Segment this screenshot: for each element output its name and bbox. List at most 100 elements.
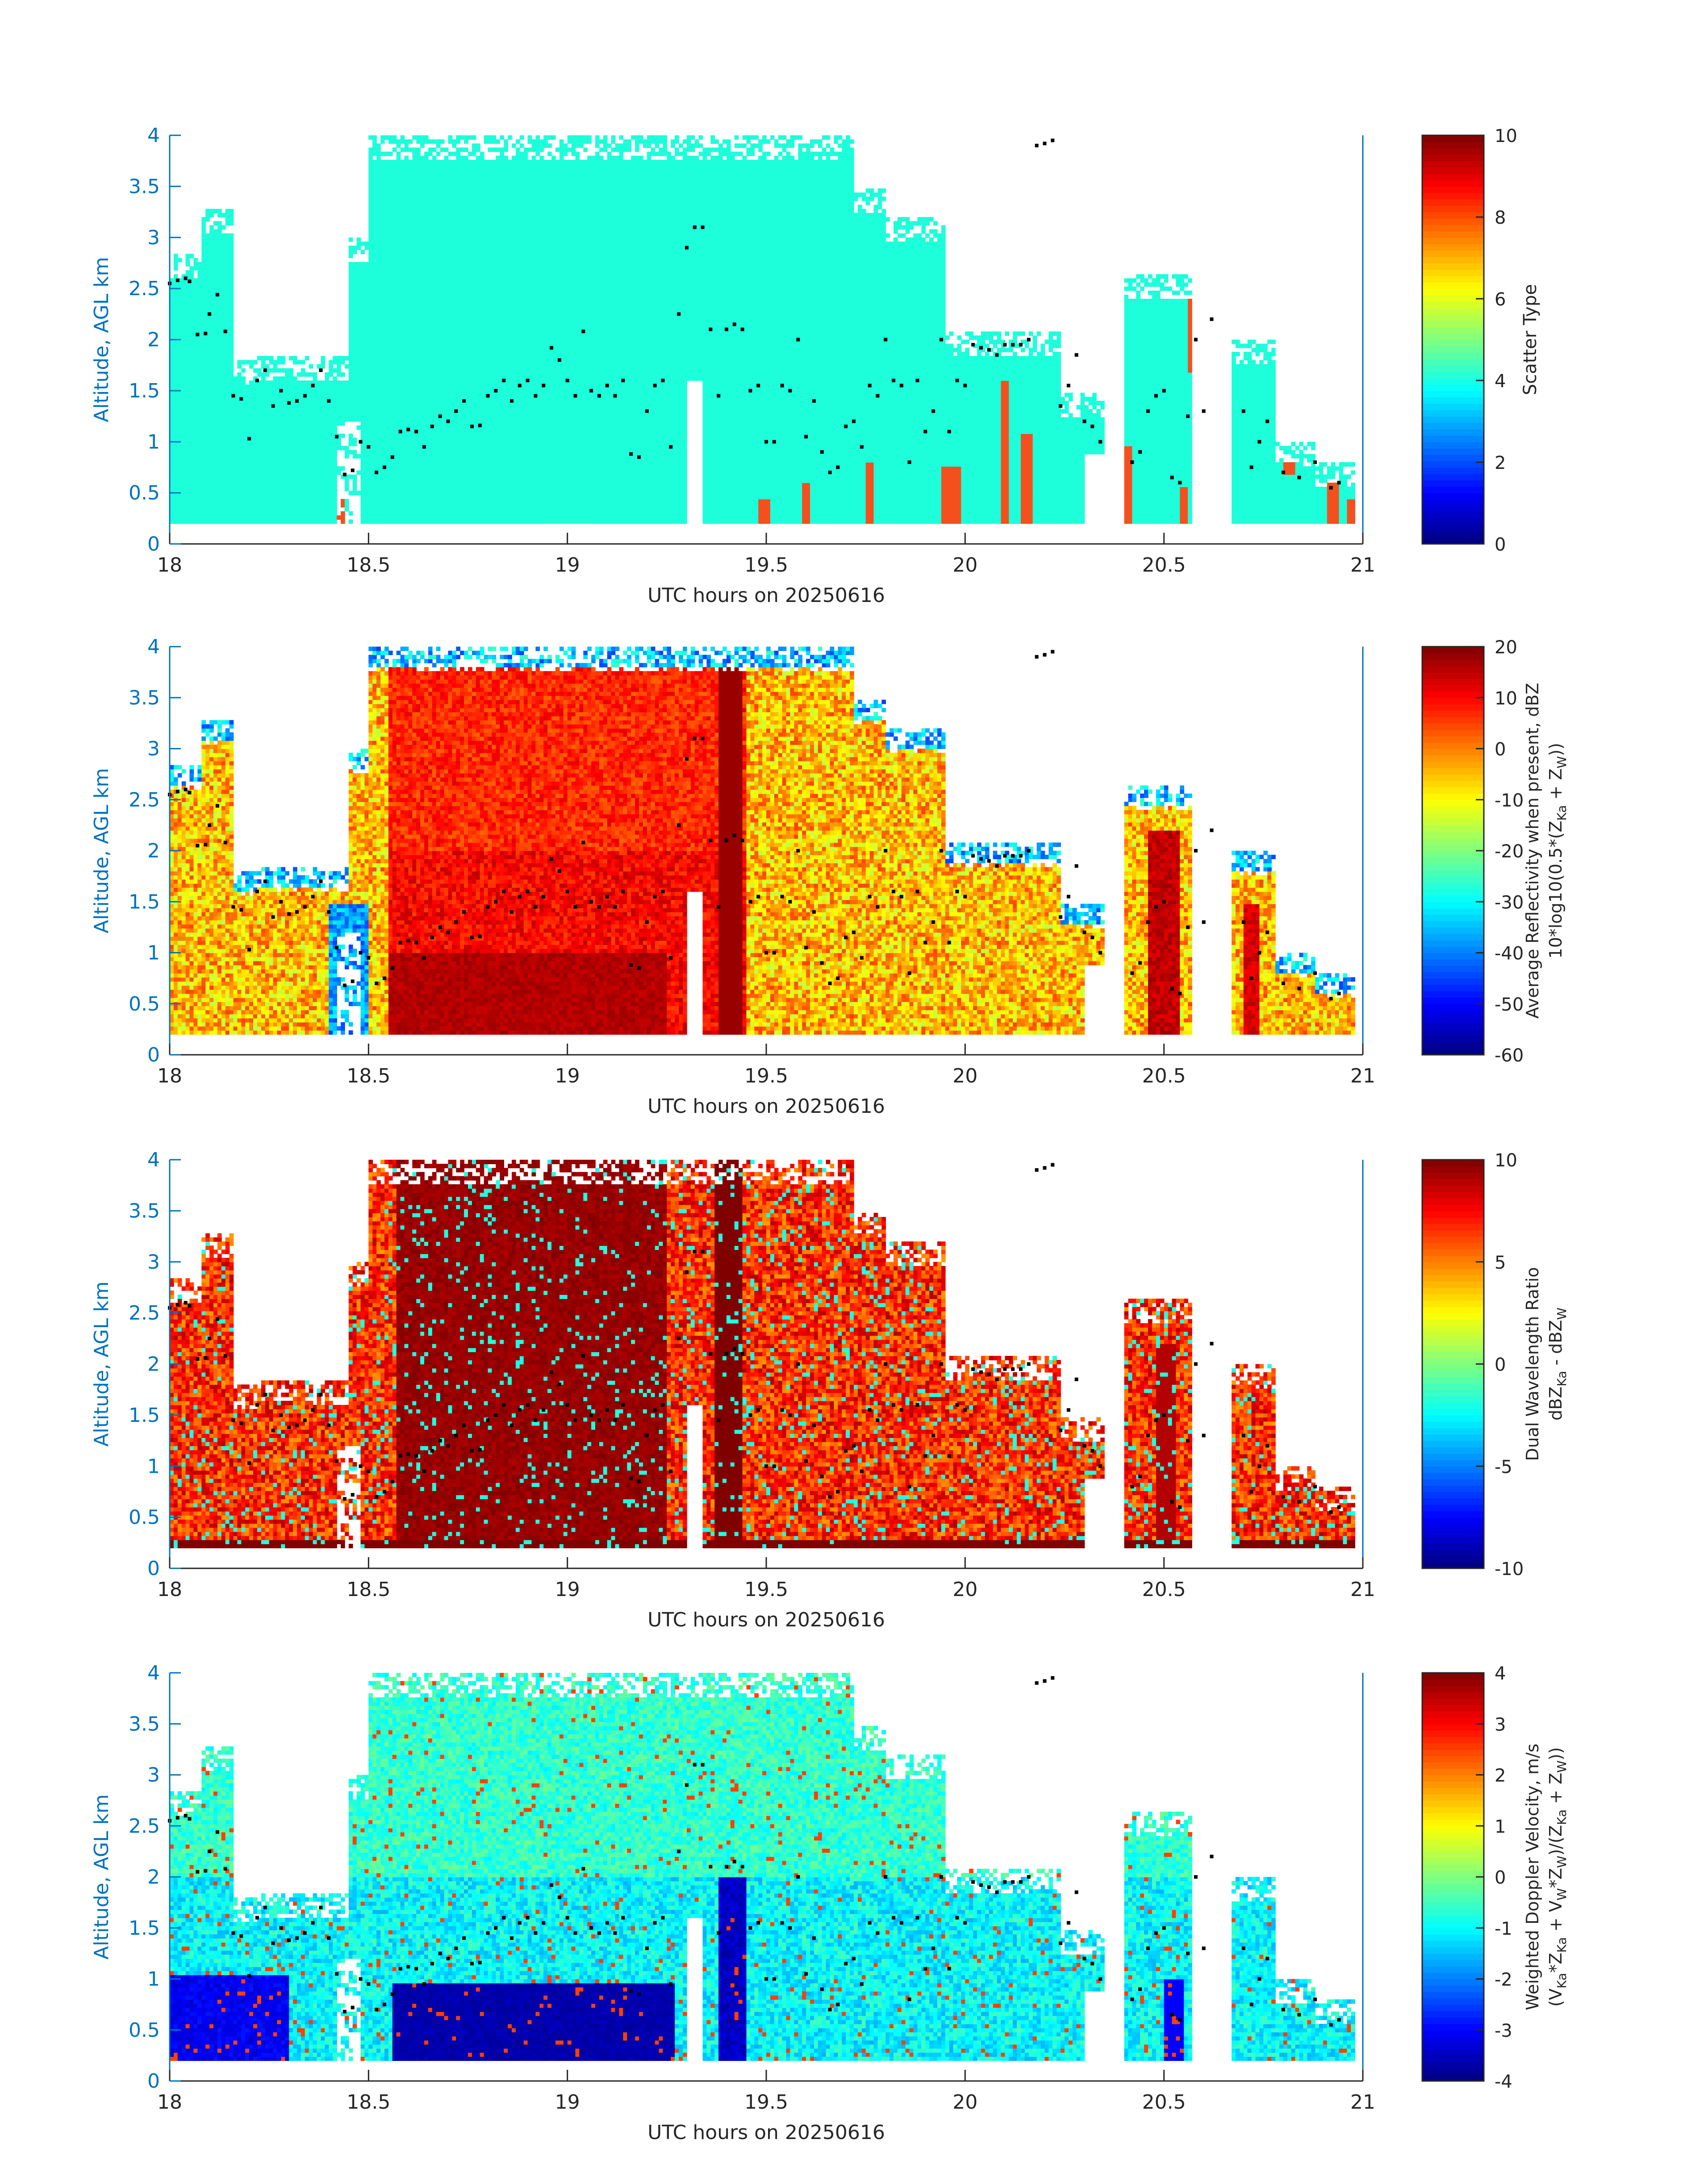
heatmap-cell — [178, 430, 182, 434]
heatmap-cell — [201, 238, 206, 242]
heatmap-cell — [230, 417, 234, 422]
heatmap-cell — [261, 475, 266, 479]
heatmap-cell — [257, 434, 262, 438]
heatmap-cell — [321, 426, 326, 430]
heatmap-cell — [349, 417, 353, 422]
heatmap-cell — [301, 470, 305, 475]
heatmap-cell — [317, 409, 322, 414]
heatmap-cell — [265, 442, 270, 446]
heatmap-cell — [226, 254, 230, 258]
heatmap-cell — [186, 475, 190, 479]
heatmap-cell — [186, 376, 190, 381]
heatmap-cell — [234, 438, 238, 442]
heatmap-cell — [217, 475, 222, 479]
heatmap-cell — [289, 384, 293, 389]
heatmap-cell — [174, 291, 178, 295]
heatmap-cell — [213, 466, 218, 471]
heatmap-cell — [305, 458, 309, 463]
heatmap-cell — [197, 430, 202, 434]
heatmap-cell — [209, 335, 214, 340]
heatmap-cell — [209, 519, 214, 524]
heatmap-cell — [289, 499, 293, 503]
heatmap-cell — [213, 372, 218, 377]
heatmap-cell — [317, 515, 322, 520]
heatmap-cell — [241, 515, 246, 520]
heatmap-cell — [205, 519, 210, 524]
heatmap-cell — [241, 483, 246, 487]
heatmap-cell — [349, 335, 353, 340]
heatmap-cell — [226, 246, 230, 250]
heatmap-cell — [329, 458, 333, 463]
heatmap-cell — [205, 426, 210, 430]
heatmap-cell — [205, 422, 210, 426]
heatmap-cell — [249, 462, 254, 467]
heatmap-cell — [213, 360, 218, 364]
heatmap-cell — [321, 515, 326, 520]
heatmap-cell — [201, 315, 206, 320]
heatmap-cell — [325, 426, 329, 430]
heatmap-cell — [190, 295, 194, 299]
heatmap-cell — [193, 503, 198, 508]
heatmap-cell — [277, 487, 282, 491]
heatmap-cell — [221, 234, 226, 238]
heatmap-cell — [261, 360, 266, 364]
heatmap-cell — [285, 417, 289, 422]
heatmap-cell — [178, 466, 182, 471]
heatmap-cell — [285, 384, 289, 389]
heatmap-cell — [309, 487, 313, 491]
heatmap-cell — [230, 327, 234, 332]
heatmap-cell — [285, 507, 289, 512]
heatmap-cell — [174, 311, 178, 315]
heatmap-cell — [337, 417, 341, 422]
heatmap-cell — [249, 364, 254, 368]
heatmap-cell — [321, 442, 326, 446]
heatmap-cell — [293, 376, 297, 381]
heatmap-cell — [230, 499, 234, 503]
heatmap-cell — [349, 519, 353, 524]
heatmap-cell — [313, 454, 317, 459]
heatmap-cell — [341, 434, 345, 438]
heatmap-cell — [205, 511, 210, 516]
heatmap-cell — [217, 376, 222, 381]
heatmap-cell — [178, 380, 182, 385]
heatmap-cell — [201, 499, 206, 503]
heatmap-cell — [230, 307, 234, 311]
heatmap-cell — [217, 405, 222, 409]
heatmap-cell — [230, 413, 234, 418]
heatmap-cell — [277, 356, 282, 360]
heatmap-cell — [230, 372, 234, 377]
heatmap-cell — [226, 217, 230, 221]
heatmap-cell — [201, 462, 206, 467]
heatmap-cell — [205, 393, 210, 397]
heatmap-cell — [201, 470, 206, 475]
heatmap-cell — [341, 515, 345, 520]
heatmap-cell — [182, 515, 186, 520]
heatmap-cell — [245, 470, 250, 475]
heatmap-cell — [182, 393, 186, 397]
heatmap-cell — [281, 454, 285, 459]
heatmap-cell — [301, 462, 305, 467]
heatmap-cell — [301, 426, 305, 430]
heatmap-cell — [349, 352, 353, 356]
heatmap-cell — [273, 519, 278, 524]
heatmap-cell — [226, 213, 230, 217]
heatmap-cell — [269, 511, 274, 516]
heatmap-cell — [269, 462, 274, 467]
heatmap-cell — [277, 507, 282, 512]
heatmap-cell — [313, 413, 317, 418]
heatmap-cell — [226, 397, 230, 401]
heatmap-cell — [201, 274, 206, 279]
heatmap-cell — [213, 258, 218, 263]
heatmap-cell — [230, 389, 234, 393]
heatmap-cell — [277, 491, 282, 495]
heatmap-cell — [230, 446, 234, 450]
heatmap-cell — [182, 311, 186, 315]
heatmap-cell — [301, 384, 305, 389]
heatmap-cell — [217, 503, 222, 508]
heatmap-cell — [205, 250, 210, 254]
heatmap-cell — [297, 405, 301, 409]
heatmap-cell — [261, 450, 266, 455]
heatmap-cell — [186, 352, 190, 356]
heatmap-cell — [209, 475, 214, 479]
heatmap-cell — [205, 323, 210, 328]
